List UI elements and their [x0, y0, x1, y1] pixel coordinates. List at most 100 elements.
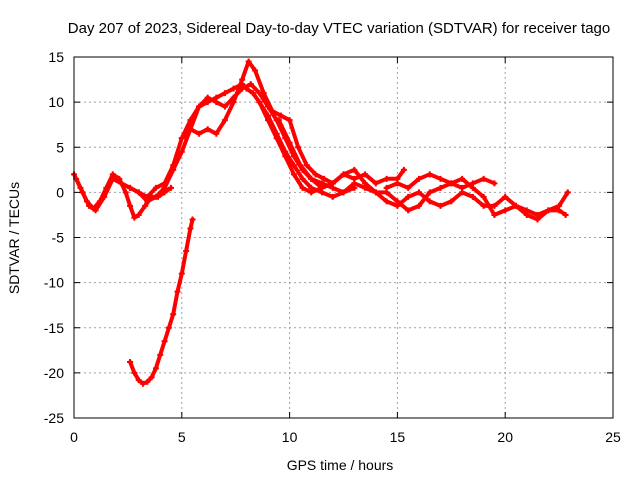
data-point — [534, 216, 541, 223]
data-point — [299, 175, 306, 182]
data-point — [260, 90, 267, 97]
data-point — [196, 130, 203, 137]
data-point — [142, 202, 149, 209]
data-point — [221, 90, 228, 97]
data-point — [405, 193, 412, 200]
y-tick-label: -20 — [44, 365, 64, 381]
data-point — [178, 270, 185, 277]
data-point — [383, 198, 390, 205]
data-point — [170, 166, 177, 173]
series-group — [71, 58, 571, 387]
data-point — [282, 148, 289, 155]
data-point — [161, 184, 168, 191]
data-point — [480, 193, 487, 200]
data-point — [383, 184, 390, 191]
data-point — [221, 103, 228, 110]
data-point — [405, 184, 412, 191]
data-point — [312, 171, 319, 178]
x-axis-label: GPS time / hours — [287, 457, 394, 473]
data-point — [122, 189, 129, 196]
data-point — [144, 378, 151, 385]
data-point — [415, 175, 422, 182]
data-point — [329, 193, 336, 200]
y-tick-label: -5 — [52, 230, 65, 246]
data-point — [286, 139, 293, 146]
x-tick-label: 20 — [497, 429, 513, 445]
data-point — [135, 377, 142, 384]
data-point — [135, 189, 142, 196]
chart-title: Day 207 of 2023, Sidereal Day-to-day VTE… — [68, 20, 610, 37]
data-point — [459, 184, 466, 191]
data-point — [295, 144, 302, 151]
x-tick-label: 5 — [178, 429, 186, 445]
data-point — [245, 58, 252, 65]
data-point — [230, 85, 237, 92]
data-point — [152, 184, 159, 191]
data-point — [187, 126, 194, 133]
data-point — [502, 193, 509, 200]
data-point — [152, 365, 159, 372]
data-point — [213, 99, 220, 106]
data-point — [394, 198, 401, 205]
series-line — [276, 118, 568, 222]
data-point — [286, 117, 293, 124]
data-point — [127, 359, 134, 366]
series-track-8 — [127, 216, 196, 387]
data-point — [196, 103, 203, 110]
data-point — [426, 171, 433, 178]
data-point — [394, 180, 401, 187]
data-point — [329, 180, 336, 187]
data-point — [564, 189, 571, 196]
data-point — [351, 180, 358, 187]
data-point — [148, 374, 155, 381]
data-point — [405, 207, 412, 214]
x-tick-label: 25 — [605, 429, 621, 445]
data-point — [131, 214, 138, 221]
data-point — [448, 198, 455, 205]
data-point — [290, 162, 297, 169]
data-point — [372, 189, 379, 196]
data-point — [491, 202, 498, 209]
data-point — [372, 180, 379, 187]
data-point — [170, 311, 177, 318]
data-point — [480, 202, 487, 209]
data-point — [174, 288, 181, 295]
data-point — [362, 180, 369, 187]
data-point — [437, 184, 444, 191]
data-point — [269, 108, 276, 115]
y-tick-label: 10 — [48, 94, 64, 110]
data-point — [383, 175, 390, 182]
data-point — [178, 148, 185, 155]
data-point — [249, 90, 256, 97]
grid-lines — [74, 57, 613, 418]
data-point — [318, 184, 325, 191]
data-point — [152, 193, 159, 200]
data-point — [92, 207, 99, 214]
data-point — [512, 202, 519, 209]
data-point — [491, 180, 498, 187]
series-track-7 — [383, 171, 498, 191]
x-tick-label: 10 — [282, 429, 298, 445]
data-point — [556, 207, 563, 214]
data-point — [437, 202, 444, 209]
data-point — [213, 130, 220, 137]
data-point — [265, 112, 272, 119]
data-point — [256, 99, 263, 106]
data-point — [109, 175, 116, 182]
data-point — [448, 180, 455, 187]
x-tick-label: 0 — [70, 429, 78, 445]
data-point — [545, 207, 552, 214]
data-point — [415, 202, 422, 209]
data-point — [204, 126, 211, 133]
data-point — [308, 184, 315, 191]
data-point — [221, 117, 228, 124]
x-tick-label: 15 — [390, 429, 406, 445]
y-tick-label: 15 — [48, 49, 64, 65]
data-point — [437, 175, 444, 182]
data-point — [426, 189, 433, 196]
axis-ticks: 0 5 10 15 20 25 -25 -20 -15 -10 -5 0 5 10 15 — [44, 49, 621, 445]
y-tick-label: -15 — [44, 320, 64, 336]
y-tick-label: -25 — [44, 410, 64, 426]
data-point — [139, 380, 146, 387]
data-point — [168, 184, 175, 191]
